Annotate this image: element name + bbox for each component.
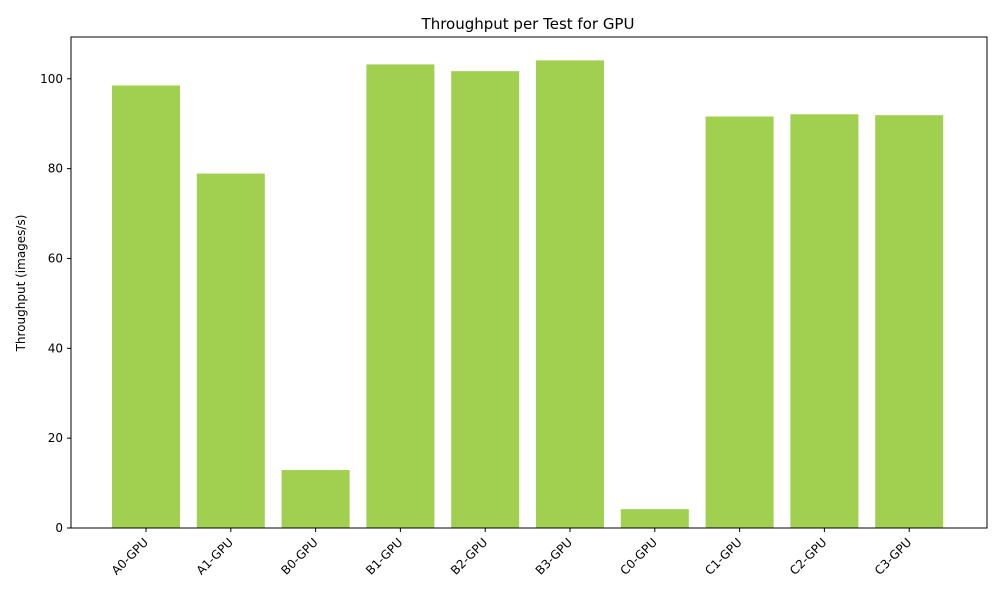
x-tick-label: B2-GPU (448, 535, 490, 577)
y-axis-ticks: 0 20 40 60 80 100 (40, 72, 71, 535)
bar-b3-gpu (536, 60, 604, 529)
bar-b2-gpu (451, 71, 520, 528)
x-tick-label: B0-GPU (278, 535, 320, 577)
x-tick-label: C2-GPU (787, 535, 830, 578)
x-tick-label: C1-GPU (702, 535, 745, 578)
y-tick-label: 40 (48, 341, 63, 355)
bar-a0-gpu (112, 85, 180, 528)
x-tick-label: C3-GPU (872, 535, 915, 578)
bars-group (112, 60, 944, 529)
x-axis-ticks: A0-GPU A1-GPU B0-GPU B1-GPU B2-GPU B3-GPU C0-G… (109, 528, 915, 578)
y-tick-label: 100 (40, 72, 63, 86)
bar-c2-gpu (790, 114, 859, 529)
bar-c0-gpu (620, 509, 689, 528)
bar-c3-gpu (875, 115, 944, 529)
x-tick-label: A1-GPU (194, 535, 236, 577)
x-tick-label: B1-GPU (363, 535, 405, 577)
bar-a1-gpu (196, 173, 265, 528)
x-tick-label: A0-GPU (109, 535, 151, 577)
y-tick-label: 60 (48, 251, 63, 265)
y-tick-label: 80 (48, 162, 63, 176)
bar-b1-gpu (366, 64, 435, 529)
plot-frame (70, 36, 988, 529)
y-tick-label: 0 (55, 521, 63, 535)
x-tick-label: C0-GPU (617, 535, 660, 578)
x-tick-label: B3-GPU (533, 535, 575, 577)
chart-title: Throughput per Test for GPU (421, 15, 635, 33)
y-axis-title: Throughput (images/s) (14, 215, 28, 353)
y-tick-label: 20 (48, 431, 63, 445)
bar-c1-gpu (705, 116, 774, 528)
bar-b0-gpu (281, 470, 350, 528)
